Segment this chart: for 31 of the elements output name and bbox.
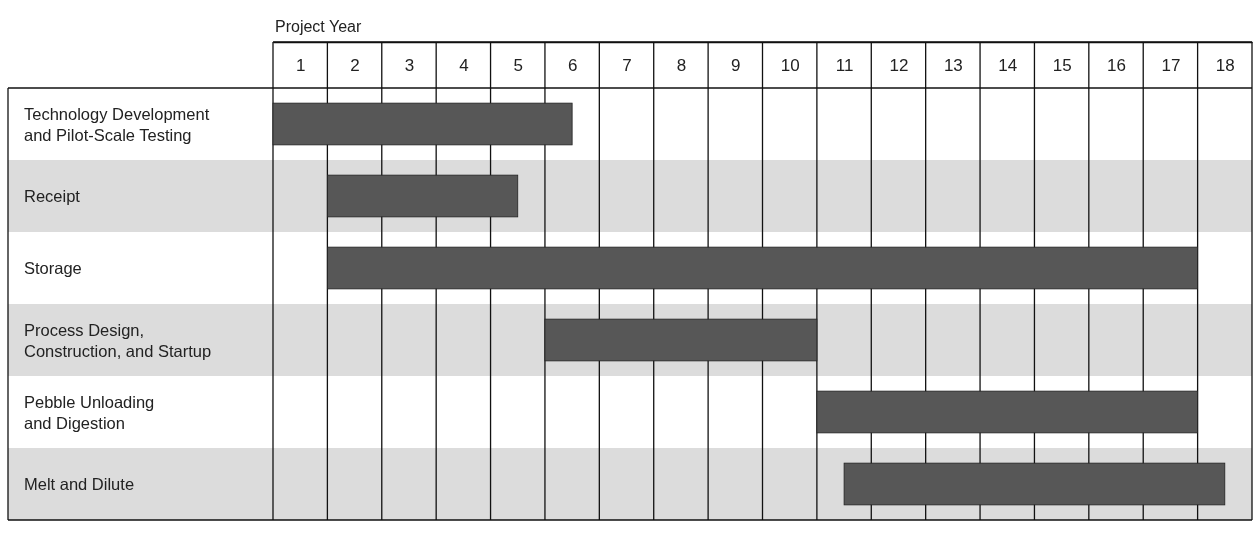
x-tick-label: 15	[1052, 56, 1072, 75]
bar	[326, 246, 1199, 290]
x-tick-label: 16	[1107, 56, 1126, 75]
x-axis-title: Project Year	[275, 18, 362, 35]
y-tick-label: Receipt	[24, 187, 81, 205]
bar	[544, 318, 818, 362]
x-tick-label: 6	[567, 56, 578, 75]
x-tick-label: 12	[889, 56, 909, 75]
x-tick-label: 13	[943, 56, 963, 75]
x-tick-label: 9	[731, 56, 741, 75]
x-tick-label: 8	[676, 56, 687, 75]
bar	[272, 102, 573, 146]
x-tick-label: 2	[350, 56, 360, 75]
x-tick-label: 18	[1215, 56, 1235, 75]
x-tick-label: 1	[295, 56, 306, 75]
bar	[843, 462, 1226, 506]
y-tick-label: Process Design, Construction, and Startup	[24, 320, 212, 360]
x-tick-label: 4	[459, 56, 469, 75]
y-tick-label: Storage	[24, 259, 82, 277]
y-tick-label: Melt and Dilute	[24, 475, 135, 493]
y-tick-label: Pebble Unloading and Digestion	[24, 392, 155, 432]
x-tick-label: 3	[404, 56, 415, 75]
bar	[326, 174, 519, 218]
x-tick-label: 14	[998, 56, 1018, 75]
x-tick-label: 5	[513, 56, 523, 75]
x-tick-label: 7	[622, 56, 632, 75]
bar	[816, 390, 1199, 434]
x-tick-label: 11	[835, 56, 854, 75]
x-tick-label: 17	[1161, 56, 1181, 75]
x-tick-label: 10	[780, 56, 800, 75]
y-tick-label: Technology Development and Pilot-Scale Testing	[24, 104, 210, 144]
